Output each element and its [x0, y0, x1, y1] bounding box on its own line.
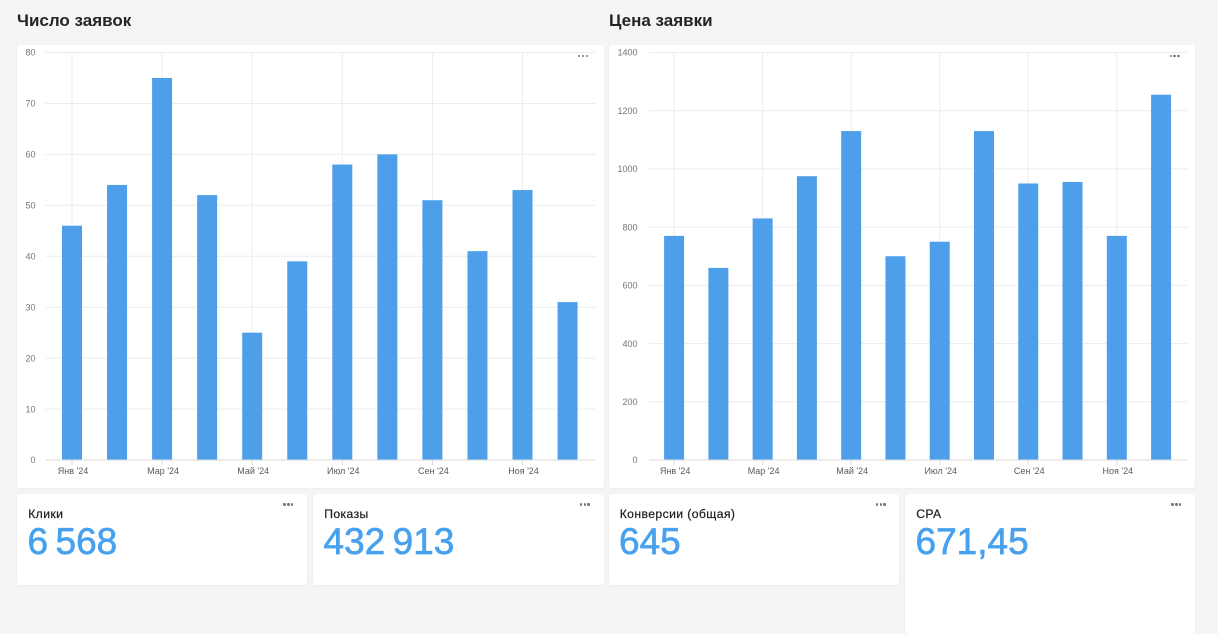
svg-text:800: 800 [622, 222, 637, 232]
svg-text:0: 0 [30, 455, 35, 465]
svg-text:Июл '24: Июл '24 [924, 466, 957, 476]
svg-text:Сен '24: Сен '24 [1013, 466, 1044, 476]
svg-text:Мар '24: Мар '24 [147, 466, 179, 476]
svg-text:Июл '24: Июл '24 [327, 466, 360, 476]
svg-text:Май '24: Май '24 [237, 466, 269, 476]
svg-text:Ноя '24: Ноя '24 [508, 466, 539, 476]
svg-text:Май '24: Май '24 [836, 466, 868, 476]
svg-text:Янв '24: Янв '24 [58, 466, 88, 476]
svg-text:600: 600 [622, 281, 637, 291]
svg-text:60: 60 [25, 150, 35, 160]
svg-text:1200: 1200 [617, 106, 637, 116]
svg-text:20: 20 [25, 353, 35, 363]
svg-text:0: 0 [632, 455, 637, 465]
svg-text:70: 70 [25, 99, 35, 109]
svg-text:400: 400 [622, 339, 637, 349]
svg-text:30: 30 [25, 302, 35, 312]
svg-text:Мар '24: Мар '24 [747, 466, 779, 476]
svg-text:40: 40 [25, 251, 35, 261]
svg-text:10: 10 [25, 404, 35, 414]
svg-text:1400: 1400 [617, 48, 637, 58]
svg-text:200: 200 [622, 397, 637, 407]
svg-text:80: 80 [25, 48, 35, 58]
svg-text:Сен '24: Сен '24 [418, 466, 449, 476]
svg-text:50: 50 [25, 201, 35, 211]
svg-text:Ноя '24: Ноя '24 [1102, 466, 1133, 476]
svg-text:Янв '24: Янв '24 [659, 466, 689, 476]
svg-text:1000: 1000 [617, 164, 637, 174]
